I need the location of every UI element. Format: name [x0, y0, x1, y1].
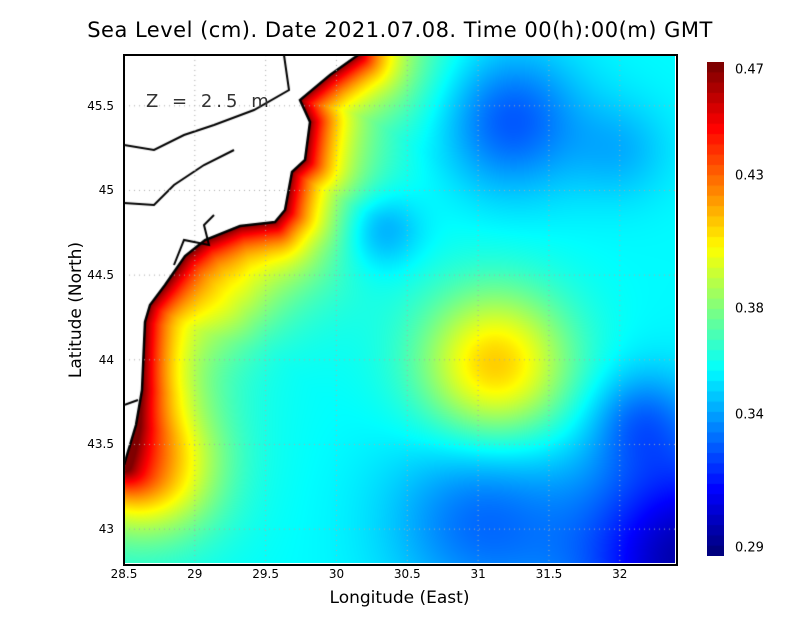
- y-tick-label: 45.5: [87, 98, 114, 113]
- sea-level-field: [124, 55, 675, 563]
- x-tick-label: 31: [470, 567, 486, 581]
- x-tick-label: 29: [187, 567, 203, 581]
- x-tick-label: 29.5: [252, 567, 279, 581]
- colorbar-tick-label: 0.38: [735, 301, 764, 317]
- colorbar-tick-label: 0.43: [735, 168, 764, 184]
- x-axis-label: Longitude (East): [329, 588, 470, 608]
- colorbar: [707, 62, 724, 556]
- colorbar-tick-label: 0.47: [735, 62, 764, 78]
- y-tick-label: 44: [98, 352, 114, 367]
- x-tick-label: 32: [612, 567, 628, 581]
- y-tick-label: 45: [98, 183, 114, 198]
- y-tick-label: 43.5: [87, 437, 114, 452]
- colorbar-tick-label: 0.34: [735, 407, 764, 423]
- depth-label: Z = 2.5 m: [146, 91, 273, 112]
- y-tick-label: 44.5: [87, 268, 114, 283]
- x-tick-label: 28.5: [110, 567, 138, 581]
- colorbar-tick-label: 0.29: [735, 540, 764, 556]
- x-tick-label: 31.5: [535, 567, 563, 581]
- x-tick-label: 30: [328, 567, 345, 581]
- y-axis-label: Latitude (North): [66, 241, 86, 379]
- x-tick-label: 30.5: [393, 567, 421, 581]
- plot-title: Sea Level (cm). Date 2021.07.08. Time 00…: [87, 18, 713, 42]
- y-tick-label: 43: [98, 522, 114, 537]
